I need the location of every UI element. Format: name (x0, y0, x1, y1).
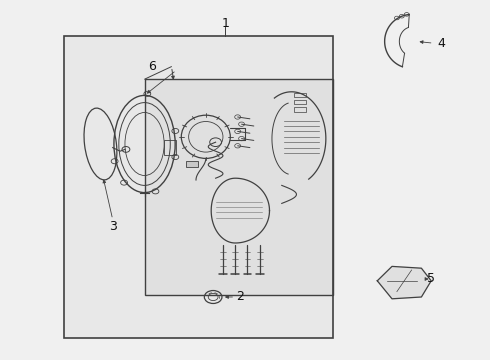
Bar (186, 161, 198, 167)
Bar (164, 140, 176, 155)
Text: 3: 3 (109, 220, 117, 233)
Bar (64, 36, 333, 338)
Text: 6: 6 (148, 60, 156, 73)
Text: 1: 1 (221, 17, 229, 30)
Text: 4: 4 (437, 37, 445, 50)
Bar (64, 36, 333, 338)
Text: 5: 5 (427, 273, 435, 285)
Bar (145, 79, 333, 295)
Bar (294, 100, 306, 104)
Bar (294, 107, 306, 112)
Text: 2: 2 (236, 291, 244, 303)
Bar (145, 79, 333, 295)
Bar (294, 93, 306, 97)
Polygon shape (377, 266, 431, 299)
